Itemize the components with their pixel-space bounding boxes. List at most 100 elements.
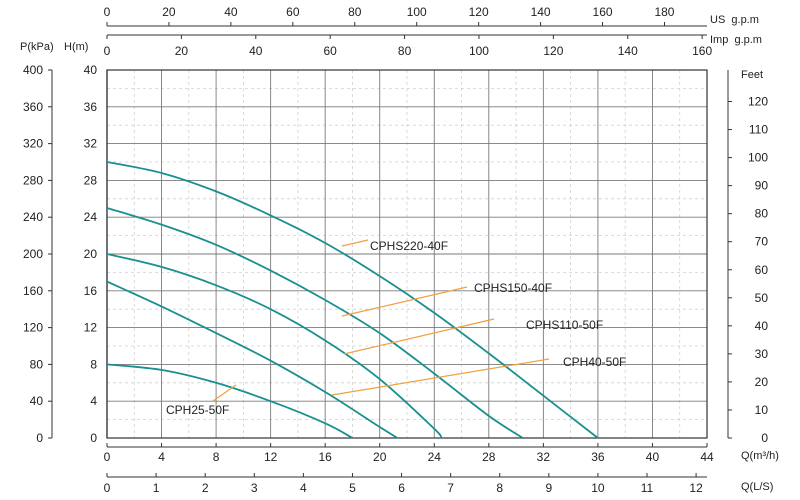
flow-ls-tick-label: 1 (153, 481, 160, 495)
curve-cphs110-50f (106, 253, 443, 439)
series-label-cph40-50f: CPH40-50F (563, 355, 626, 369)
leaders (212, 239, 550, 402)
imp-gpm-tick-label: 140 (618, 44, 638, 58)
labels: CPHS220-40F CPHS150-40F CPHS110-50F CPH40-5… (166, 239, 626, 417)
feet-tick-label: 60 (755, 263, 769, 277)
feet-tick-label: 50 (755, 291, 769, 305)
leader-cph25-50f (212, 384, 237, 402)
imp-gpm-tick-label: 160 (692, 44, 712, 58)
pressure-tick-label: 280 (23, 173, 43, 187)
flow-ls-tick-label: 8 (496, 481, 503, 495)
flow-ls-tick-label: 7 (447, 481, 454, 495)
feet-tick-label: 10 (755, 403, 769, 417)
imp-gpm-tick-label: 120 (543, 44, 563, 58)
head-axis-label: H(m) (64, 41, 88, 53)
feet-tick-label: 30 (755, 347, 769, 361)
head-tick-label: 0 (90, 431, 97, 445)
us-gpm-tick-label: 60 (286, 5, 300, 19)
leader-cphs220-40f (341, 239, 369, 247)
feet-tick-label: 110 (749, 123, 768, 137)
imp-gpm-tick-label: 40 (249, 44, 263, 58)
us-gpm-tick-label: 40 (224, 5, 238, 19)
head-tick-label: 8 (90, 357, 97, 371)
series-label-cphs110-50f: CPHS110-50F (526, 318, 603, 332)
us-gpm-tick-label: 20 (162, 5, 176, 19)
flow-ls-tick-label: 3 (251, 481, 258, 495)
imp-gpm-tick-label: 100 (469, 44, 489, 58)
feet-tick-label: 70 (755, 235, 769, 249)
head-tick-label: 28 (84, 173, 98, 187)
grid-major (106, 69, 708, 439)
curve-cph40-50f (106, 280, 398, 439)
pressure-tick-label: 0 (36, 431, 43, 445)
flow-m3h-tick-label: 44 (700, 450, 714, 464)
head-tick-label: 12 (84, 321, 98, 335)
flow-ls-tick-label: 6 (398, 481, 405, 495)
us-gpm-tick-label: 160 (593, 5, 613, 19)
head-tick-label: 24 (84, 210, 98, 224)
flow-ls-tick-label: 2 (202, 481, 209, 495)
pressure-tick-label: 160 (23, 284, 43, 298)
pressure-axis-label: P(kPa) (20, 41, 54, 53)
pressure-tick-label: 320 (23, 137, 43, 151)
pressure-tick-label: 400 (23, 63, 43, 77)
flow-ls-tick-label: 9 (545, 481, 552, 495)
head-tick-label: 16 (84, 284, 98, 298)
flow-m3h-tick-label: 12 (264, 450, 278, 464)
series-label-cphs220-40f: CPHS220-40F (370, 239, 448, 253)
flow-ls-tick-label: 12 (689, 481, 703, 495)
pressure-tick-label: 80 (30, 357, 44, 371)
us-gpm-tick-label: 120 (469, 5, 489, 19)
flow-m3h-tick-label: 28 (482, 450, 496, 464)
us-gpm-tick-label: 140 (531, 5, 551, 19)
flow-m3h-tick-label: 8 (213, 450, 220, 464)
head-tick-label: 32 (84, 137, 98, 151)
curve-cphs220-40f (106, 161, 599, 439)
pressure-tick-label: 40 (30, 394, 44, 408)
leader-cphs150-40f (341, 286, 468, 317)
us-gpm-tick-label: 0 (104, 5, 111, 19)
curve-cph25-50f (106, 363, 353, 439)
flow-ls-tick-label: 10 (591, 481, 605, 495)
flow-ls-tick-label: 11 (641, 481, 654, 495)
curve-cphs150-40f (106, 207, 524, 439)
us-gpm-axis-label: US g.p.m (710, 14, 759, 26)
flow-m3h-tick-label: 20 (373, 450, 387, 464)
head-tick-label: 36 (84, 100, 98, 114)
feet-tick-label: 100 (748, 151, 768, 165)
imp-gpm-tick-label: 60 (324, 44, 338, 58)
pressure-tick-label: 240 (23, 210, 43, 224)
head-tick-label: 4 (90, 394, 97, 408)
flow-m3h-tick-label: 0 (104, 450, 111, 464)
head-tick-label: 20 (84, 247, 98, 261)
imp-gpm-tick-label: 20 (175, 44, 189, 58)
us-gpm-tick-label: 80 (348, 5, 362, 19)
feet-tick-label: 90 (755, 179, 769, 193)
feet-tick-label: 20 (755, 375, 769, 389)
flow-m3h-tick-label: 32 (537, 450, 551, 464)
flow-ls-axis-label: Q(L/S) (741, 481, 773, 493)
head-tick-label: 40 (84, 63, 98, 77)
pressure-tick-label: 200 (23, 247, 43, 261)
flow-ls-tick-label: 0 (104, 481, 111, 495)
flow-m3h-tick-label: 16 (319, 450, 333, 464)
leader-cph40-50f (331, 358, 550, 396)
us-gpm-tick-label: 180 (654, 5, 674, 19)
feet-tick-label: 80 (755, 207, 769, 221)
pressure-tick-label: 120 (23, 321, 43, 335)
flow-m3h-axis-label: Q(m³/h) (741, 450, 779, 462)
imp-gpm-tick-label: 0 (104, 44, 111, 58)
feet-axis-label: Feet (741, 69, 763, 81)
flow-m3h-tick-label: 4 (158, 450, 165, 464)
imp-gpm-tick-label: 80 (398, 44, 412, 58)
feet-tick-label: 120 (748, 95, 768, 109)
imp-gpm-axis-label: Imp g.p.m (710, 34, 762, 46)
feet-tick-label: 0 (761, 431, 768, 445)
flow-m3h-tick-label: 40 (646, 450, 660, 464)
flow-m3h-tick-label: 36 (591, 450, 605, 464)
curves (106, 161, 599, 439)
feet-tick-label: 40 (755, 319, 769, 333)
us-gpm-tick-label: 100 (407, 5, 427, 19)
pressure-tick-label: 360 (23, 100, 43, 114)
